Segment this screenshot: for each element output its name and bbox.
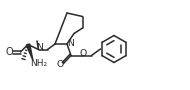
Text: O: O <box>57 60 64 69</box>
Text: O: O <box>80 49 87 58</box>
Text: NH₂: NH₂ <box>30 58 47 68</box>
Text: N: N <box>36 42 43 51</box>
Polygon shape <box>26 44 33 60</box>
Text: O: O <box>5 47 13 57</box>
Text: N: N <box>67 39 74 48</box>
